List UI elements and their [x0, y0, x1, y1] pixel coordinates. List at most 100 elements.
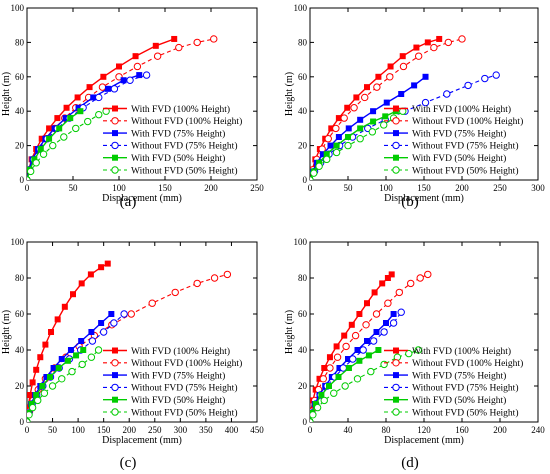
legend-marker: [112, 372, 118, 379]
panel-label: (a): [120, 194, 137, 210]
legend-marker: [393, 347, 399, 354]
series-group: [27, 35, 218, 180]
legend-marker: [392, 117, 400, 125]
data-point: [372, 310, 381, 318]
legend-marker: [112, 347, 118, 354]
data-point: [310, 169, 318, 177]
data-point: [387, 63, 394, 70]
legend-entry: Without FVD (100% Height): [412, 358, 523, 369]
data-point: [370, 118, 377, 125]
data-point: [326, 354, 333, 361]
data-point: [193, 279, 201, 288]
x-tick-label: 0: [308, 183, 313, 193]
data-point: [58, 356, 65, 362]
data-point: [319, 375, 327, 383]
data-point: [38, 135, 45, 142]
x-tick-label: 80: [382, 425, 392, 435]
data-point: [46, 125, 53, 132]
data-point: [344, 104, 351, 111]
data-point: [136, 72, 143, 79]
data-point: [365, 352, 372, 359]
data-point: [330, 389, 338, 397]
data-point: [171, 288, 179, 297]
data-point: [87, 271, 94, 278]
legend-marker: [392, 383, 400, 392]
data-point: [356, 311, 363, 317]
data-point: [42, 341, 49, 348]
data-point: [386, 73, 394, 81]
data-point: [171, 35, 178, 42]
data-point: [335, 134, 342, 140]
legend-entry: With FVD (100% Height): [131, 104, 230, 115]
legend-entry: Without FVD (75% Height): [131, 383, 237, 394]
data-point: [58, 375, 66, 383]
data-point: [78, 280, 85, 287]
data-point: [78, 360, 86, 369]
series-line-0: [310, 38, 440, 180]
data-point: [345, 356, 351, 362]
y-tick-label: 100: [294, 3, 308, 13]
data-point: [60, 133, 68, 141]
data-point: [319, 151, 326, 158]
data-point: [34, 396, 42, 405]
data-point: [444, 38, 453, 47]
series-line-2: [27, 74, 140, 180]
data-point: [110, 85, 119, 93]
x-tick-label: 50: [48, 425, 58, 435]
y-axis-label: Height (m): [284, 72, 295, 116]
x-tick-label: 200: [204, 183, 218, 193]
x-tick-label: 200: [493, 425, 507, 435]
legend-entry: With FVD (50% Height): [131, 153, 225, 164]
data-point: [357, 125, 364, 132]
legend-entry: With FVD (100% Height): [412, 346, 511, 357]
x-tick-label: 250: [250, 183, 264, 193]
data-point: [345, 134, 351, 140]
legend-marker: [392, 359, 400, 367]
data-point: [340, 114, 348, 122]
data-point: [424, 270, 432, 279]
x-tick-label: 40: [344, 425, 354, 435]
legend-marker: [111, 408, 119, 416]
y-tick-label: 20: [15, 381, 25, 391]
data-point: [395, 288, 403, 297]
legend-marker: [111, 117, 119, 125]
data-point: [54, 316, 61, 323]
data-point: [98, 320, 105, 326]
legend-entry: With FVD (75% Height): [412, 128, 506, 139]
y-tick-label: 40: [15, 106, 25, 116]
data-point: [64, 357, 71, 364]
data-point: [380, 328, 388, 336]
x-tick-label: 400: [225, 425, 239, 435]
data-point: [379, 280, 386, 287]
y-tick-label: 40: [298, 345, 308, 355]
data-point: [411, 82, 418, 89]
y-tick-label: 0: [20, 175, 25, 185]
legend-marker: [112, 130, 118, 137]
data-point: [310, 418, 314, 422]
y-tick-label: 80: [298, 37, 308, 47]
data-point: [75, 104, 82, 111]
y-tick-label: 20: [15, 141, 25, 151]
legend-marker: [111, 383, 119, 392]
data-point: [414, 52, 423, 60]
data-point: [380, 360, 388, 369]
data-point: [153, 52, 162, 60]
data-point: [350, 104, 358, 112]
x-tick-label: 300: [174, 425, 188, 435]
data-point: [333, 142, 340, 149]
legend-marker: [392, 141, 400, 150]
data-point: [223, 270, 232, 279]
legend-marker: [111, 359, 119, 367]
data-point: [326, 364, 334, 372]
data-point: [333, 353, 342, 361]
data-point: [348, 321, 355, 328]
x-tick-label: 350: [199, 425, 213, 435]
data-point: [99, 328, 108, 336]
data-point: [333, 343, 340, 350]
legend-entry: Without FVD (75% Height): [412, 141, 518, 152]
plot-frame: [26, 7, 258, 181]
legend-marker: [393, 130, 399, 137]
data-point: [335, 374, 342, 380]
data-point: [95, 93, 103, 102]
data-point: [98, 264, 105, 271]
